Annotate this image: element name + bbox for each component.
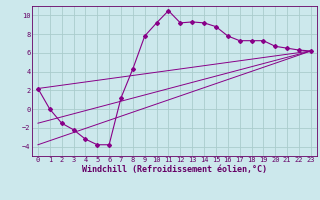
X-axis label: Windchill (Refroidissement éolien,°C): Windchill (Refroidissement éolien,°C) bbox=[82, 165, 267, 174]
